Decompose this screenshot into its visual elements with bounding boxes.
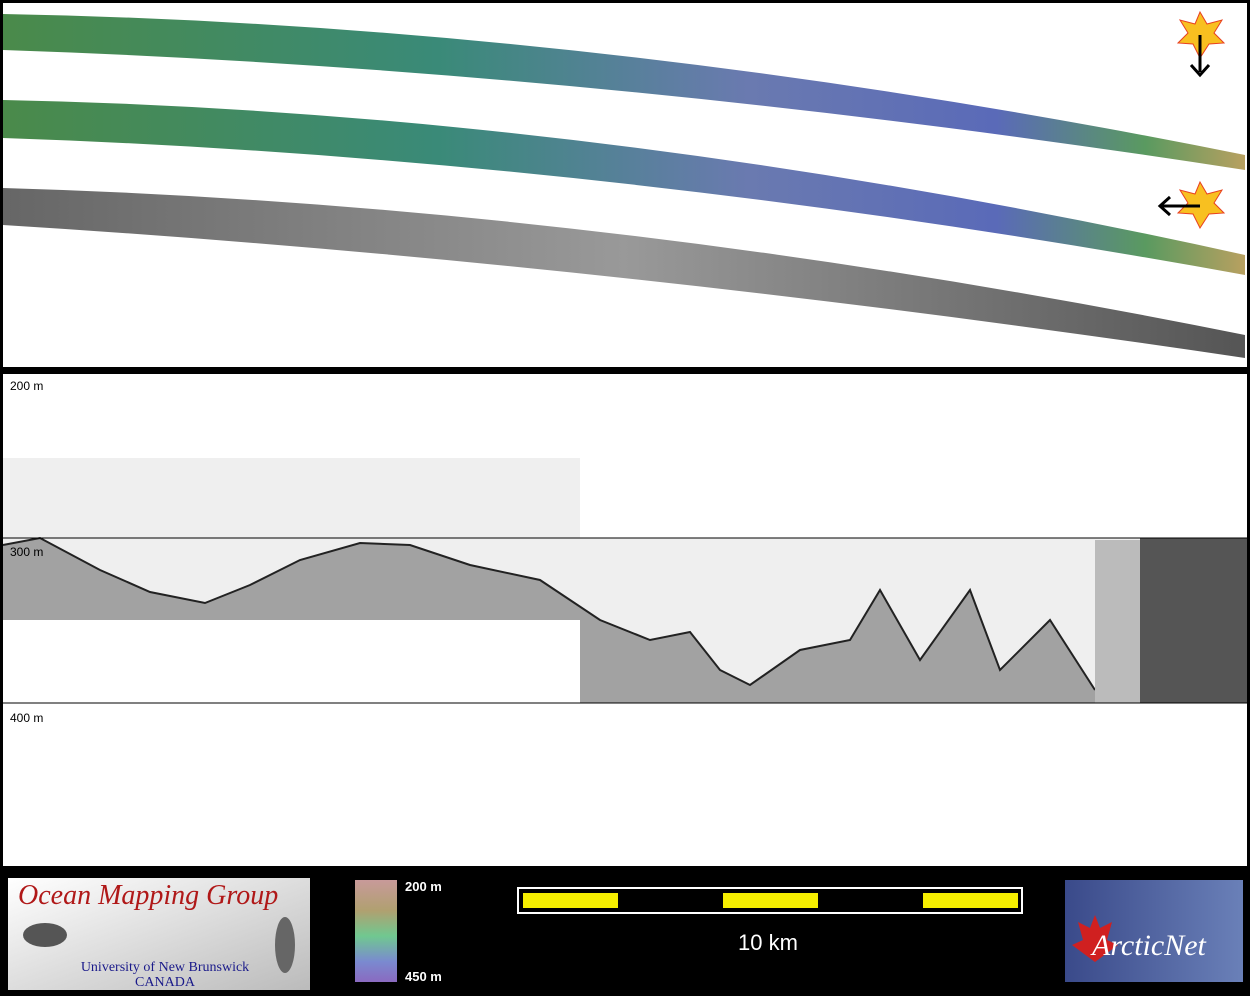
- maple-leaf: [1072, 915, 1118, 962]
- swath-strip: [3, 188, 1245, 358]
- noise-block: [1140, 538, 1247, 703]
- swath-strip: [3, 14, 1245, 170]
- logo-graphic: [23, 923, 67, 947]
- depth-label: 300 m: [10, 545, 43, 559]
- logo-country: CANADA: [135, 975, 196, 990]
- colorbar-label: 200 m: [405, 879, 442, 894]
- logo-university: University of New Brunswick: [81, 960, 249, 975]
- sun-icon: [1157, 180, 1226, 230]
- noise-block: [1095, 540, 1140, 703]
- scale-label: 10 km: [738, 930, 798, 955]
- depth-label: 200 m: [10, 379, 43, 393]
- partner-logo-text: ArcticNet: [1090, 929, 1207, 962]
- logo-graphic: [275, 917, 295, 973]
- scale-bar: [517, 887, 1023, 914]
- colorbar: [355, 880, 397, 982]
- seafloor-line: [2, 536, 1096, 691]
- colorbar-label: 450 m: [405, 969, 442, 984]
- swath-strip: [3, 100, 1245, 275]
- logo-title: Ocean Mapping Group: [18, 880, 278, 911]
- depth-label: 400 m: [10, 711, 43, 725]
- sun-icon: [1176, 10, 1226, 78]
- seafloor-echo: [3, 538, 1095, 703]
